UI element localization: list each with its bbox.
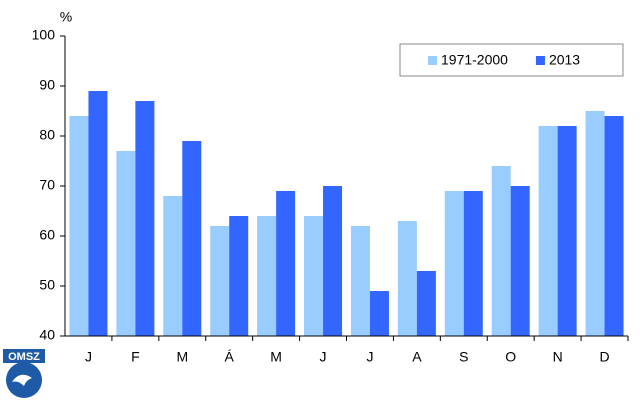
x-tick-label: O (505, 349, 516, 365)
bar (229, 216, 249, 336)
legend-box (399, 43, 624, 77)
bar (604, 116, 624, 336)
y-tick-label: 80 (39, 127, 55, 143)
y-axis-label: % (60, 9, 72, 25)
bar (538, 126, 558, 336)
bar (397, 221, 417, 336)
bar (257, 216, 277, 336)
bar (350, 226, 370, 336)
legend-swatch (535, 56, 545, 65)
bar (585, 111, 605, 336)
bar (323, 186, 343, 336)
bar (491, 166, 511, 336)
legend-swatch (428, 56, 437, 65)
x-tick-label: N (553, 349, 563, 365)
bar (116, 151, 136, 336)
bar (304, 216, 324, 336)
x-tick-label: M (270, 349, 282, 365)
x-tick-label: M (176, 349, 188, 365)
bar (416, 271, 436, 336)
legend-label: 2013 (549, 52, 580, 68)
bar (276, 191, 296, 336)
legend-label: 1971-2000 (441, 52, 508, 68)
logo-band (3, 349, 45, 363)
logo: OMSZ (3, 349, 45, 398)
y-tick-label: 40 (39, 327, 55, 343)
bar (444, 191, 464, 336)
bar (88, 91, 108, 336)
bar (369, 291, 389, 336)
x-tick-label: A (412, 349, 422, 365)
y-tick-label: 50 (39, 277, 55, 293)
y-tick-label: 70 (39, 177, 55, 193)
x-tick-label: D (599, 349, 609, 365)
bar (210, 226, 230, 336)
x-tick-label: J (85, 349, 92, 365)
bar (163, 196, 183, 336)
x-tick-label: F (131, 349, 140, 365)
x-tick-label: J (366, 349, 373, 365)
bar (557, 126, 577, 336)
bar (182, 141, 202, 336)
bar (135, 101, 155, 336)
logo-wave (12, 374, 32, 386)
x-tick-label: S (459, 349, 468, 365)
x-tick-label: J (320, 349, 327, 365)
bar (69, 116, 89, 336)
bar (463, 191, 483, 336)
x-tick-label: Á (225, 349, 235, 365)
bar (510, 186, 530, 336)
y-tick-label: 100 (32, 27, 56, 43)
logo-text: OMSZ (8, 351, 40, 363)
y-tick-label: 90 (39, 77, 55, 93)
y-tick-label: 60 (39, 227, 55, 243)
